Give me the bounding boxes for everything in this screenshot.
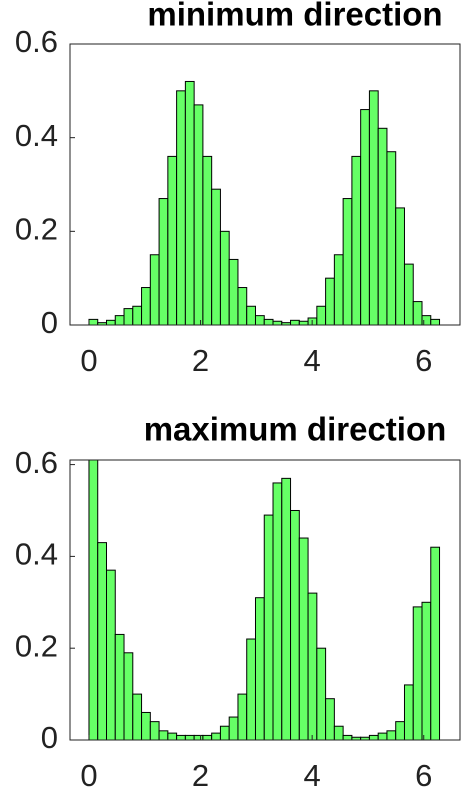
bars: [88, 460, 441, 740]
bar: [386, 730, 397, 740]
bar: [430, 546, 441, 740]
x-tick-label: 6: [415, 343, 432, 378]
y-tick-label: 0: [41, 720, 58, 755]
y-tick-label: 0.2: [15, 628, 58, 663]
x-tick-label: 6: [415, 758, 432, 793]
bar: [158, 730, 169, 740]
x-tick-label: 4: [304, 758, 321, 793]
bar: [333, 725, 344, 740]
chart-title: maximum direction: [144, 411, 447, 448]
bar: [412, 606, 423, 740]
bar: [403, 684, 414, 740]
bar: [307, 592, 318, 740]
bar: [246, 305, 256, 325]
bar: [193, 104, 204, 325]
bars: [88, 80, 441, 325]
bar: [202, 155, 213, 325]
bar: [149, 254, 160, 325]
x-tick-label: 4: [304, 343, 321, 378]
bar: [228, 716, 239, 740]
bar: [263, 514, 274, 740]
bar: [123, 652, 134, 740]
x-tick-label: 2: [192, 758, 209, 793]
bar: [316, 305, 327, 325]
bar: [377, 732, 388, 740]
bar: [386, 151, 397, 325]
x-tick-label: 2: [192, 343, 209, 378]
bar: [298, 320, 309, 325]
bar: [132, 305, 143, 325]
y-tick-label: 0.6: [15, 445, 58, 480]
bar: [237, 693, 248, 740]
bar: [106, 319, 116, 325]
axes-box: [69, 459, 461, 741]
bar: [263, 318, 274, 325]
bar: [325, 698, 335, 740]
bar: [219, 230, 230, 325]
bar: [176, 90, 186, 325]
y-tick-label: 0.4: [15, 537, 58, 572]
bar: [184, 80, 195, 325]
axes-box: [69, 43, 461, 326]
bar: [149, 721, 160, 740]
bar: [211, 732, 221, 740]
bar: [272, 482, 283, 740]
bar: [272, 320, 283, 325]
bar: [281, 477, 292, 740]
bar: [114, 633, 125, 740]
bar: [193, 734, 204, 740]
bar: [88, 318, 99, 325]
bar: [316, 647, 327, 740]
bar: [228, 258, 239, 325]
bar: [167, 155, 178, 325]
y-tick-label: 0.4: [15, 118, 58, 153]
bar: [298, 537, 309, 740]
bar: [141, 287, 151, 325]
bar: [202, 734, 213, 740]
bar: [123, 308, 134, 325]
bar: [246, 638, 256, 740]
bar: [141, 711, 151, 740]
bar: [333, 254, 344, 325]
bar: [377, 127, 388, 325]
bar: [290, 319, 300, 325]
bar: [395, 207, 405, 325]
bar: [368, 90, 379, 325]
bar: [158, 198, 169, 325]
bar: [184, 734, 195, 740]
bar: [403, 263, 414, 325]
bar: [114, 315, 125, 325]
bar: [412, 301, 423, 325]
x-tick-label: 0: [80, 343, 97, 378]
bar: [176, 734, 186, 740]
y-tick-label: 0.2: [15, 212, 58, 247]
bar: [342, 198, 353, 325]
bar: [430, 318, 441, 325]
bar: [97, 542, 108, 740]
bar: [167, 732, 178, 740]
chart-title: minimum direction: [147, 0, 442, 33]
bar: [368, 734, 379, 740]
bar: [132, 693, 143, 740]
bar: [360, 109, 370, 325]
y-tick-label: 0: [41, 305, 58, 340]
bar: [421, 601, 432, 740]
bar: [211, 188, 221, 325]
bar: [290, 509, 300, 740]
x-tick-label: 0: [80, 758, 97, 793]
bar: [88, 460, 99, 740]
bar: [351, 155, 362, 325]
bar: [106, 569, 116, 740]
bar: [254, 597, 265, 740]
subplot: minimum direction 0 2 4 6 0 0.2 0.4 0.6: [15, 0, 461, 378]
y-tick-label: 0.6: [15, 24, 58, 59]
bar: [237, 287, 248, 325]
bar: [395, 721, 405, 740]
bar: [342, 734, 353, 740]
subplot: maximum direction 0 2 4 6 0 0.2 0.4 0.6: [15, 411, 461, 793]
bar: [325, 277, 335, 325]
bar: [219, 725, 230, 740]
bar: [254, 315, 265, 325]
